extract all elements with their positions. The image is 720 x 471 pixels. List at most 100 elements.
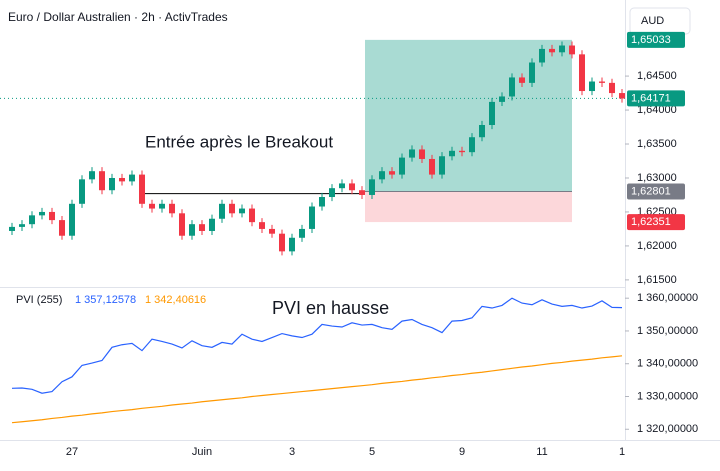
candle-body — [299, 228, 305, 238]
candle-body — [59, 220, 65, 236]
currency[interactable]: AUD — [641, 15, 664, 27]
candle-body — [549, 48, 555, 53]
x-tick-label: 9 — [459, 446, 465, 458]
candle-body — [609, 82, 615, 94]
y-tick-label: 1,63500 — [637, 138, 677, 150]
candle-body — [369, 179, 375, 195]
candle-body — [389, 171, 395, 175]
y-tick-label: 1 360,00000 — [637, 292, 698, 304]
y-tick-label: 1 330,00000 — [637, 390, 698, 402]
candle-body — [19, 224, 25, 227]
candle-body — [419, 149, 425, 159]
x-tick-label: 1 — [619, 446, 625, 458]
candle-body — [39, 211, 45, 216]
candle-body — [469, 137, 475, 153]
candle-body — [539, 48, 545, 63]
y-tick-label: 1 320,00000 — [637, 423, 698, 435]
candle-body — [319, 197, 325, 207]
price-badge — [627, 183, 685, 200]
candle-body — [159, 203, 165, 209]
candle-body — [199, 224, 205, 231]
annotation: PVI en hausse — [272, 298, 389, 318]
indicator-value: 1 357,12578 — [75, 294, 136, 306]
x-tick-label: 5 — [369, 446, 375, 458]
candle-body — [489, 101, 495, 125]
candle-body — [259, 222, 265, 229]
candle-body — [449, 150, 455, 157]
candle-body — [599, 81, 605, 83]
candle-body — [429, 158, 435, 175]
y-tick-label: 1 340,00000 — [637, 358, 698, 370]
y-tick-label: 1,64000 — [637, 104, 677, 116]
candle-body — [619, 93, 625, 99]
chart-title: Euro / Dollar Australien · 2h · ActivTra… — [8, 10, 228, 24]
candle-body — [149, 203, 155, 209]
candle-body — [269, 228, 275, 234]
y-tick-label: 1,62000 — [637, 240, 677, 252]
price-badge-label: 1,62351 — [631, 216, 671, 228]
price-badge — [627, 31, 685, 48]
indicator-value: 1 342,40616 — [145, 294, 206, 306]
candle-body — [179, 213, 185, 236]
candle-body — [289, 237, 295, 252]
annotation: Entrée après le Breakout — [145, 132, 333, 151]
candle-body — [359, 190, 365, 195]
candle-body — [219, 203, 225, 219]
candle-body — [189, 224, 195, 236]
indicator-line — [11, 355, 623, 424]
target-zone — [365, 39, 572, 192]
candle-body — [229, 203, 235, 214]
candle-body — [169, 203, 175, 214]
price-badge — [627, 90, 685, 107]
candle-body — [49, 211, 55, 221]
candle-body — [579, 54, 585, 92]
y-tick-label: 1 350,00000 — [637, 325, 698, 337]
x-tick-label: 11 — [536, 446, 547, 458]
candle-body — [479, 124, 485, 138]
candle-body — [459, 150, 465, 153]
x-tick-label: Juin — [192, 446, 212, 458]
indicator-line — [11, 297, 623, 394]
candle-body — [29, 215, 35, 225]
candle-body — [569, 45, 575, 55]
candle-body — [69, 203, 75, 236]
candle-body — [249, 208, 255, 223]
candle-body — [9, 226, 15, 231]
candle-body — [399, 157, 405, 175]
price-badge-label: 1,62801 — [631, 185, 671, 197]
y-tick-label: 1,61500 — [637, 274, 677, 286]
candle-body — [589, 81, 595, 92]
y-tick-label: 1,64500 — [637, 70, 677, 82]
candle-body — [99, 171, 105, 191]
price-badge-label: 1,64171 — [631, 92, 671, 104]
candle-body — [379, 171, 385, 180]
candle-body — [519, 77, 525, 83]
candle-body — [349, 183, 355, 191]
candle-body — [109, 177, 115, 191]
candle-body — [239, 208, 245, 214]
candle-body — [209, 218, 215, 231]
candle-body — [439, 156, 445, 175]
candle-body — [89, 171, 95, 180]
x-tick-label: 27 — [66, 446, 78, 458]
candle-body — [339, 183, 345, 189]
candle-body — [129, 174, 135, 182]
stop-zone — [365, 191, 572, 223]
candle-body — [139, 174, 145, 204]
x-tick-label: 3 — [289, 446, 295, 458]
candle-body — [529, 62, 535, 83]
candle-body — [499, 96, 505, 102]
price-badge-label: 1,65033 — [631, 34, 671, 46]
candle-body — [79, 179, 85, 204]
candle-body — [119, 177, 125, 182]
candle-body — [409, 149, 415, 158]
y-tick-label: 1,63000 — [637, 172, 677, 184]
candle-body — [509, 77, 515, 97]
candle-body — [329, 188, 335, 198]
candle-body — [309, 206, 315, 229]
candle-body — [279, 233, 285, 252]
indicator-title: PVI (255) — [16, 294, 62, 306]
candle-body — [559, 45, 565, 53]
